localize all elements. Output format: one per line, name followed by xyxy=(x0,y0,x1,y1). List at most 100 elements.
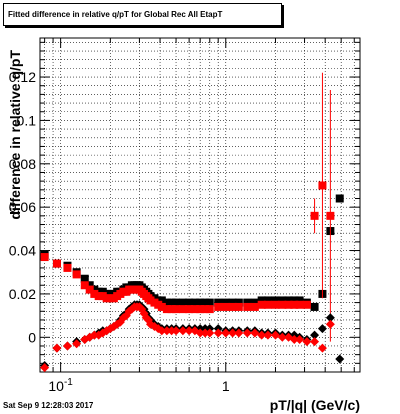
y-tick-label: 0.04 xyxy=(9,243,36,259)
data-point-square xyxy=(257,300,266,309)
data-point-square xyxy=(234,298,243,307)
data-series-red-diamond xyxy=(40,302,335,373)
data-series-red-square xyxy=(40,72,335,342)
x-axis-title: pT/|q| (GeV/c) xyxy=(270,397,360,413)
data-point-square xyxy=(52,259,61,268)
y-tick-label: 0.02 xyxy=(9,286,36,302)
data-point-diamond xyxy=(242,328,252,338)
data-point-square xyxy=(284,296,293,305)
data-point-diamond xyxy=(178,326,188,336)
data-point-square xyxy=(278,300,287,309)
x-tick-label: 10-1 xyxy=(48,377,73,394)
data-point-square xyxy=(190,298,199,307)
data-point-square xyxy=(221,302,230,311)
plot-frame xyxy=(39,37,361,373)
data-point-square xyxy=(185,305,194,314)
data-point-diamond xyxy=(184,326,194,336)
data-point-square xyxy=(172,298,181,307)
data-point-square xyxy=(295,300,304,309)
grid-lines xyxy=(40,38,360,372)
data-point-diamond xyxy=(295,334,305,344)
data-point-diamond xyxy=(52,343,62,353)
data-point-square xyxy=(190,305,199,314)
data-point-square xyxy=(271,296,280,305)
data-point-square xyxy=(214,298,223,307)
data-point-square xyxy=(72,270,81,279)
data-point-square xyxy=(90,285,99,294)
data-point-diamond xyxy=(317,324,327,334)
data-point-diamond xyxy=(72,339,82,349)
data-point-square xyxy=(271,300,280,309)
data-point-square xyxy=(172,305,181,314)
data-point-square xyxy=(310,211,319,220)
data-point-square xyxy=(201,305,210,314)
data-point-square xyxy=(205,305,214,314)
data-point-square xyxy=(250,298,259,307)
data-point-square xyxy=(302,300,311,309)
data-point-diamond xyxy=(228,328,238,338)
data-point-square xyxy=(162,305,171,314)
data-point-square xyxy=(201,298,210,307)
data-point-square xyxy=(196,305,205,314)
data-point-diamond xyxy=(257,330,267,340)
data-point-diamond xyxy=(205,328,215,338)
data-point-square xyxy=(263,296,272,305)
axis-ticks xyxy=(40,38,360,372)
axis-labels: 0 0.02 0.04 0.06 0.08 0.1 0.12 10-1 1 pT/|q| (GeV… xyxy=(7,50,360,413)
data-point-diamond xyxy=(289,334,299,344)
data-point-square xyxy=(290,296,299,305)
data-point-diamond xyxy=(317,343,327,353)
data-point-square xyxy=(214,302,223,311)
data-point-diamond xyxy=(302,337,312,347)
data-point-square xyxy=(196,298,205,307)
data-point-square xyxy=(310,302,319,311)
data-point-square xyxy=(85,285,94,294)
data-point-diamond xyxy=(310,330,320,340)
data-point-diamond xyxy=(157,326,167,336)
timestamp: Sat Sep 9 12:28:03 2017 xyxy=(3,401,94,410)
y-tick-label: 0.12 xyxy=(9,69,36,85)
data-series xyxy=(40,72,345,373)
data-point-square xyxy=(318,181,327,190)
x-tick-label: 1 xyxy=(222,378,230,394)
data-point-diamond xyxy=(195,328,205,338)
data-point-square xyxy=(63,263,72,272)
data-point-diamond xyxy=(325,313,335,323)
y-tick-label: 0.08 xyxy=(9,156,36,172)
y-axis-title: difference in relative q/pT xyxy=(7,50,23,220)
data-point-square xyxy=(162,298,171,307)
chart-title: Fitted difference in relative q/pT for G… xyxy=(3,3,282,26)
data-point-square xyxy=(94,292,103,301)
data-point-square xyxy=(228,302,237,311)
data-point-diamond xyxy=(121,311,131,321)
y-tick-label: 0.1 xyxy=(17,112,37,128)
y-tick-label: 0 xyxy=(28,329,36,345)
data-point-square xyxy=(257,296,266,305)
data-point-square xyxy=(178,305,187,314)
data-point-diamond xyxy=(270,330,280,340)
data-point-diamond xyxy=(162,326,172,336)
data-point-diamond xyxy=(335,354,345,364)
data-point-square xyxy=(167,305,176,314)
data-point-square xyxy=(295,296,304,305)
data-point-diamond xyxy=(234,328,244,338)
data-point-square xyxy=(94,287,103,296)
data-point-square xyxy=(228,298,237,307)
y-tick-label: 0.06 xyxy=(9,199,36,215)
data-point-square xyxy=(185,298,194,307)
data-point-square xyxy=(250,302,259,311)
data-point-square xyxy=(178,298,187,307)
data-point-diamond xyxy=(171,326,181,336)
data-point-square xyxy=(157,296,166,305)
data-point-square xyxy=(80,281,89,290)
data-point-square xyxy=(234,302,243,311)
data-point-square xyxy=(290,300,299,309)
data-point-square xyxy=(85,281,94,290)
data-point-diamond xyxy=(277,332,287,342)
data-point-square xyxy=(80,274,89,283)
data-point-square xyxy=(335,194,344,203)
data-point-diamond xyxy=(62,341,72,351)
data-point-diamond xyxy=(263,330,273,340)
data-point-square xyxy=(243,298,252,307)
data-point-square xyxy=(221,298,230,307)
